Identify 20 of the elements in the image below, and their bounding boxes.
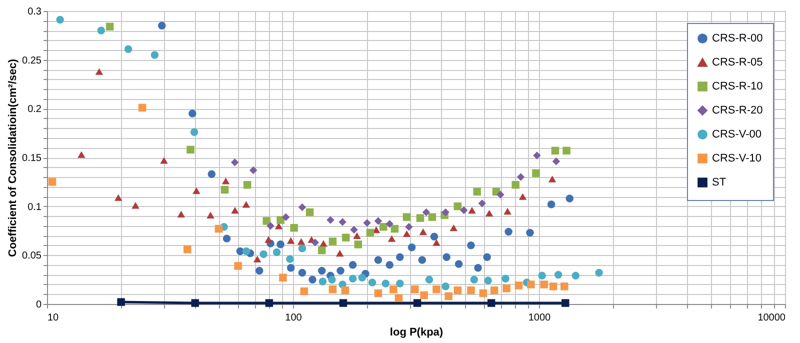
y-axis-title: Coefficient of Consolidatioin(cm²/sec) xyxy=(7,58,20,258)
y-tick-label: 0.15 xyxy=(22,153,42,164)
y-tick-label: 0.2 xyxy=(28,104,42,116)
legend-label: CRS-R-10 xyxy=(712,80,763,92)
x-axis-title: log P(kpa) xyxy=(390,326,444,338)
y-tick-label: 0.1 xyxy=(28,202,42,213)
y-tick-label: 0 xyxy=(36,300,42,310)
y-tick-label: 0.3 xyxy=(28,6,42,18)
legend-label: CRS-R-20 xyxy=(712,104,763,116)
x-tick-label: 10000 xyxy=(758,312,786,324)
y-tick-label: 0.05 xyxy=(22,250,42,262)
y-tick-label: 0.25 xyxy=(22,55,42,66)
x-tick-label: 100 xyxy=(285,312,302,324)
legend-label: ST xyxy=(712,176,726,188)
legend-label: CRS-R-05 xyxy=(712,56,763,68)
x-tick-label: 10 xyxy=(48,312,60,324)
legend-label: CRS-R-00 xyxy=(712,32,763,44)
x-tick-label: 1000 xyxy=(528,312,552,324)
legend-label: CRS-V-10 xyxy=(712,152,762,164)
legend-label: CRS-V-00 xyxy=(712,128,762,140)
